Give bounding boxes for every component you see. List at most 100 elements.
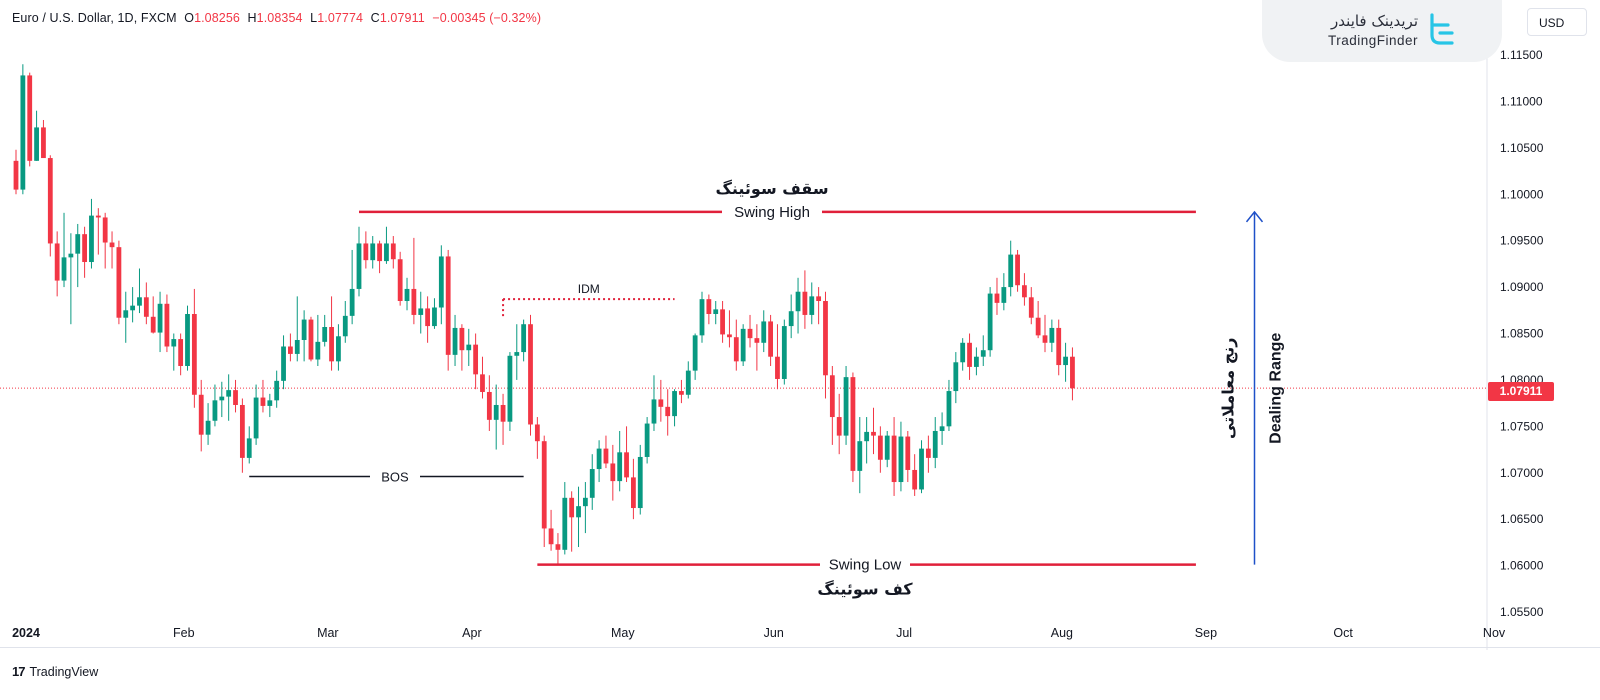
candle-body [987,293,993,351]
candle-body [1001,287,1007,303]
candle-body [932,430,938,458]
candle-body [246,438,252,458]
candle-body [919,448,924,490]
swing-low-label: Swing Low [829,557,902,574]
candle-body [89,215,94,263]
candle-body [336,336,341,362]
candle-body [980,350,986,357]
symbol-name: Euro / U.S. Dollar, 1D, FXCM [12,11,177,25]
candle-body [727,334,732,338]
dealing-range-fa-label: رنج معاملاتی [1219,338,1238,440]
candle-body [452,327,458,355]
annotations: Swing High سقف سوئینگ Swing Low کف سوئینگ ID… [249,179,1285,599]
candle-body [315,341,321,360]
tradingview-logo-icon: 17 [12,664,26,679]
candle-body [349,288,355,316]
time-tick-label: Aug [1051,626,1073,640]
candle-body [541,441,547,529]
candle-body [733,337,739,362]
candle-body [288,346,293,354]
candle-body [34,127,39,161]
candle-body [795,291,801,312]
candle-body [20,75,26,190]
time-tick-label: Jun [764,626,784,640]
candle-body [713,309,719,315]
price-tick-label: 1.06500 [1500,512,1544,526]
time-tick-label: Oct [1333,626,1353,640]
candle-body [226,390,232,397]
candle-body [198,394,204,435]
candle-body [610,463,616,482]
candle-body [432,307,437,327]
candle-body [205,420,211,435]
candle-body [836,417,842,436]
candle-body [445,256,451,355]
candle-body [596,448,602,470]
candle-body [1049,327,1055,343]
candle-body [322,327,328,342]
close-label: C [370,11,380,25]
candle-body [130,305,136,311]
tradingfinder-mark-icon [1428,13,1454,52]
candle-body [411,288,417,315]
candle-body [871,431,876,436]
candle-body [1042,335,1048,343]
candle-body [493,404,499,420]
candle-body [631,477,636,509]
candle-body [157,303,163,333]
candle-body [761,321,767,343]
candle-body [137,297,142,306]
candle-body [754,338,760,343]
candle-body [260,397,266,406]
candle-body [603,448,609,464]
candle-body [274,380,280,401]
candle-body [102,217,108,243]
candle-body [47,158,53,244]
dealing-range-arrowhead [1245,210,1264,223]
price-tick-label: 1.08500 [1500,327,1544,341]
time-tick-label: Apr [462,626,481,640]
candle-body [953,362,959,392]
candle-body [212,400,218,421]
candle-body [13,160,19,190]
candle-body [644,423,650,457]
currency-button[interactable]: USD [1527,8,1587,36]
candle-body [459,327,465,351]
high-label: H [247,11,257,25]
candle-body [438,256,444,308]
candle-body [191,314,197,395]
candle-body [651,399,657,424]
candle-body [1063,356,1068,366]
tradingview-footer[interactable]: 17 TradingView [12,664,98,679]
candle-body [685,370,691,395]
candle-body [967,342,972,367]
candle-body [82,234,87,263]
candle-body [342,315,348,337]
candles [13,64,1075,566]
open-value: 1.08256 [194,11,240,25]
candle-body [946,391,952,427]
candle-body [507,355,513,422]
candle-body [534,424,540,442]
price-tick-label: 1.07000 [1500,466,1544,480]
candle-body [939,426,945,431]
dealing-range-label: Dealing Range [1268,333,1285,444]
close-value: 1.07911 [379,11,425,25]
candle-body [1022,285,1027,298]
candle-body [877,435,883,460]
time-tick-label: 2024 [12,626,40,640]
candle-body [884,435,890,460]
candle-body [528,324,533,425]
candle-body [1035,317,1041,336]
candle-body [397,259,403,302]
candle-body [1056,327,1062,366]
candle-body [480,374,485,392]
candle-body [171,339,177,347]
candle-body [123,310,129,318]
candle-body [521,324,527,353]
candle-body [164,303,170,347]
time-tick-label: Sep [1195,626,1217,640]
candle-body [219,396,225,401]
candle-body [109,242,115,248]
